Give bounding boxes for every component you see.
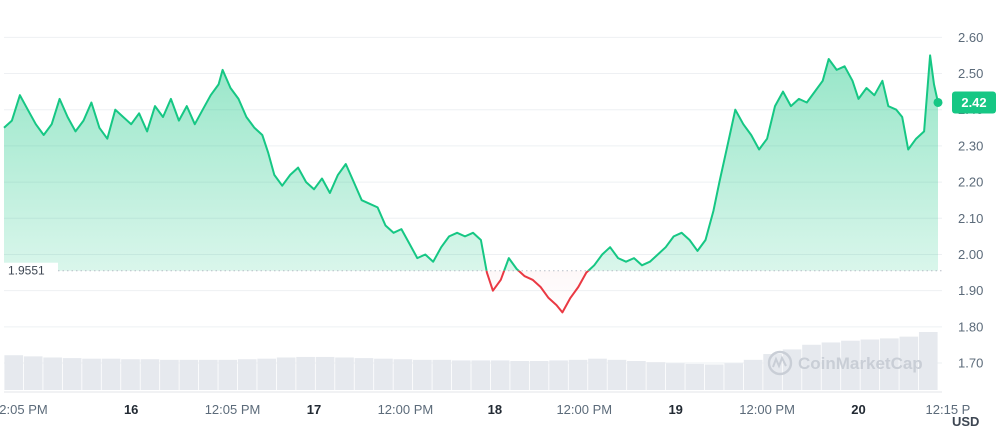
volume-bar xyxy=(296,356,315,390)
y-tick-label: 2.00 xyxy=(958,247,983,262)
volume-bar xyxy=(529,361,549,390)
volume-bar xyxy=(490,360,510,390)
volume-bar xyxy=(646,362,666,390)
y-tick-label: 2.10 xyxy=(958,211,983,226)
price-area xyxy=(4,55,938,313)
volume-bar xyxy=(607,359,627,390)
price-area-up xyxy=(4,55,938,271)
volume-bar xyxy=(588,358,607,390)
volume-bar xyxy=(413,359,432,390)
x-tick-label: 19 xyxy=(668,402,682,417)
volume-bar xyxy=(665,363,685,390)
volume-bar xyxy=(568,359,588,390)
volume-bar xyxy=(704,364,724,390)
volume-bar xyxy=(257,358,277,390)
volume-bar xyxy=(121,359,140,390)
volume-bar xyxy=(62,358,82,390)
currency-label: USD xyxy=(952,414,979,429)
volume-bar xyxy=(393,359,413,390)
volume-bars xyxy=(4,332,938,390)
volume-bar xyxy=(43,357,62,390)
volume-bar xyxy=(218,359,238,390)
volume-bar xyxy=(179,359,199,390)
y-tick-label: 1.90 xyxy=(958,283,983,298)
current-price-dot xyxy=(933,97,943,107)
y-tick-label: 1.70 xyxy=(958,356,983,371)
y-tick-label: 1.80 xyxy=(958,319,983,334)
volume-bar xyxy=(627,361,646,390)
y-axis: 1.701.801.902.002.102.202.302.402.502.60 xyxy=(958,30,983,371)
volume-bar xyxy=(4,355,24,390)
x-tick-label: 12:00 PM xyxy=(556,402,612,417)
x-tick-label: 18 xyxy=(488,402,502,417)
current-price-badge xyxy=(952,91,996,114)
y-tick-label: 2.20 xyxy=(958,175,983,190)
volume-bar xyxy=(549,360,568,390)
reference-label-group: 1.9551 xyxy=(4,262,58,279)
volume-bar xyxy=(101,358,121,390)
x-tick-label: 17 xyxy=(307,402,321,417)
volume-bar xyxy=(374,358,393,390)
volume-bar xyxy=(451,360,471,390)
volume-bar xyxy=(918,332,938,390)
volume-bar xyxy=(237,359,257,390)
current-price-group: 2.42 xyxy=(933,91,996,114)
volume-bar xyxy=(315,356,335,390)
volume-bar xyxy=(821,342,841,390)
x-tick-label: 16 xyxy=(124,402,138,417)
volume-bar xyxy=(198,359,218,390)
volume-bar xyxy=(724,363,744,390)
y-tick-label: 2.30 xyxy=(958,138,983,153)
volume-bar xyxy=(335,357,354,390)
x-tick-label: 12:00 PM xyxy=(378,402,434,417)
price-line-up xyxy=(3,54,939,271)
volume-bar xyxy=(160,359,179,390)
x-axis: 12:05 PM 16 12:05 PM 17 12:00 PM 18 12:00 PM 19… xyxy=(0,402,970,417)
volume-bar xyxy=(82,358,101,390)
x-tick-label: 12:05 PM xyxy=(205,402,261,417)
volume-bar xyxy=(510,361,529,390)
coinmarketcap-logo-icon xyxy=(767,350,793,376)
x-tick-label: 12:05 PM xyxy=(0,402,48,417)
y-tick-label: 2.50 xyxy=(958,66,983,81)
y-tick-label: 2.60 xyxy=(958,30,983,45)
volume-bar xyxy=(880,338,899,390)
volume-bar xyxy=(471,360,491,390)
x-tick-label: 12:15 P xyxy=(926,402,971,417)
volume-bar xyxy=(140,359,160,390)
volume-bar xyxy=(432,359,452,390)
volume-bar xyxy=(276,357,296,390)
volume-bar xyxy=(860,339,880,390)
volume-bar xyxy=(899,336,919,390)
volume-bar xyxy=(685,363,705,390)
reference-label: 1.9551 xyxy=(8,264,45,278)
price-lines xyxy=(3,54,939,314)
x-tick-label: 20 xyxy=(851,402,865,417)
current-price-label: 2.42 xyxy=(961,95,986,110)
volume-bar xyxy=(802,344,821,390)
volume-bar xyxy=(743,359,763,390)
volume-bar xyxy=(841,340,860,390)
watermark-text: CoinMarketCap xyxy=(798,354,923,373)
watermark: CoinMarketCap xyxy=(767,350,923,376)
volume-bar xyxy=(782,349,802,390)
volume-bar xyxy=(354,358,374,390)
x-tick-label: 12:00 PM xyxy=(739,402,795,417)
volume-bar xyxy=(23,356,43,390)
